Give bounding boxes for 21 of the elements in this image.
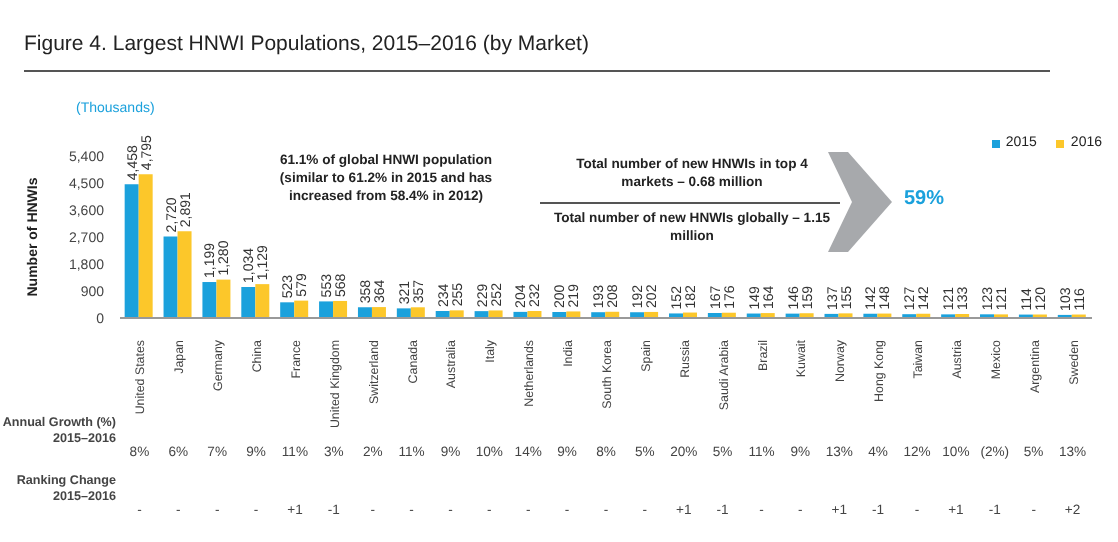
chart-title: Figure 4. Largest HNWI Populations, 2015–2016 (by Market) bbox=[24, 32, 589, 56]
bar bbox=[371, 307, 386, 318]
bar bbox=[138, 174, 153, 318]
bar bbox=[241, 286, 256, 318]
bar bbox=[280, 302, 295, 318]
bar bbox=[294, 300, 309, 318]
bar bbox=[255, 284, 270, 318]
annotation: 59% bbox=[904, 188, 945, 210]
bar bbox=[396, 308, 411, 318]
bar bbox=[202, 282, 217, 318]
bar bbox=[566, 311, 581, 318]
bar bbox=[177, 231, 192, 318]
bar bbox=[333, 300, 348, 318]
bar bbox=[163, 236, 178, 318]
bar bbox=[449, 310, 464, 318]
bar bbox=[319, 301, 334, 318]
bar bbox=[124, 184, 139, 318]
bar bbox=[216, 279, 231, 318]
bar bbox=[488, 310, 503, 318]
bar bbox=[357, 307, 372, 318]
bar bbox=[410, 307, 425, 318]
